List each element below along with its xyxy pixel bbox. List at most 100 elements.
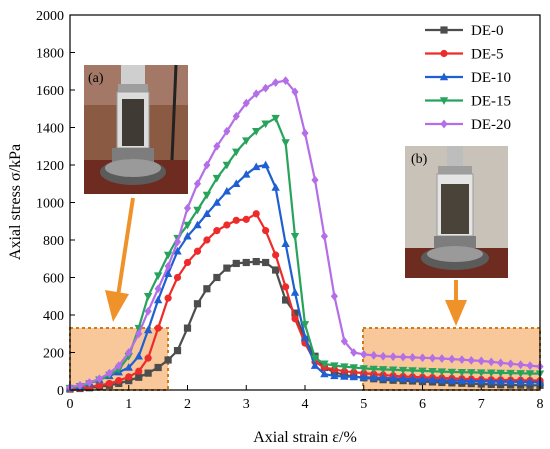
data-point-de-20: [320, 231, 328, 241]
data-point-de-15: [369, 365, 378, 374]
data-point-de-5: [164, 294, 172, 302]
data-point-de-15: [271, 114, 280, 123]
data-point-de-15: [163, 251, 173, 260]
data-point-de-5: [262, 227, 270, 235]
inset-b-loading-ram: [447, 146, 463, 168]
data-point-de-20: [379, 351, 387, 361]
x-tick-label: 0: [67, 397, 74, 412]
data-point-de-10: [506, 377, 515, 385]
data-point-de-15: [261, 120, 270, 129]
data-point-de-10: [447, 376, 457, 384]
data-point-de-10: [193, 220, 202, 229]
callout-arrows: [105, 197, 467, 326]
data-point-de-5: [105, 379, 113, 388]
data-point-de-15: [143, 293, 153, 301]
legend-label-de-15: DE-15: [471, 94, 511, 110]
data-point-de-20: [135, 329, 143, 339]
inset-a-label: (a): [88, 71, 104, 86]
data-point-de-15: [300, 321, 310, 329]
data-point-de-0: [232, 259, 240, 268]
x-tick-label: 8: [537, 397, 544, 412]
data-point-de-15: [320, 360, 329, 369]
data-point-de-0: [282, 296, 290, 304]
series-de-10: [65, 160, 545, 392]
y-tick-label: 1400: [36, 122, 64, 137]
data-point-de-20: [458, 355, 466, 365]
arrow-a-head: [105, 290, 129, 322]
data-point-de-10: [242, 169, 251, 178]
data-point-de-5: [272, 251, 280, 259]
data-point-de-0: [203, 285, 211, 293]
data-point-de-15: [516, 370, 525, 378]
data-point-de-15: [242, 137, 251, 146]
data-point-de-5: [125, 373, 133, 381]
data-point-de-20: [85, 378, 93, 387]
data-point-de-20: [232, 111, 240, 121]
data-point-de-20: [497, 358, 505, 368]
data-point-de-20: [399, 352, 407, 362]
data-point-de-15: [232, 148, 241, 157]
inset-b-label: (b): [411, 152, 428, 167]
data-point-de-20: [408, 352, 417, 362]
data-point-de-20: [517, 360, 525, 370]
data-point-de-5: [193, 247, 202, 255]
data-point-de-0: [125, 377, 133, 385]
data-point-de-10: [369, 373, 378, 381]
y-tick-label: 1000: [36, 197, 64, 212]
data-point-de-5: [183, 258, 192, 267]
data-point-de-10: [408, 374, 417, 383]
data-point-de-10: [252, 162, 261, 171]
data-point-de-5: [95, 381, 103, 389]
x-tick-label: 6: [419, 397, 426, 412]
data-point-de-10: [320, 369, 329, 378]
data-point-de-10: [222, 186, 232, 195]
legend-item-de-10: DE-10: [425, 70, 511, 86]
y-tick-label: 0: [57, 384, 64, 399]
legend-marker-de-0: [440, 26, 448, 34]
data-point-de-20: [360, 349, 368, 359]
data-point-de-10: [143, 325, 153, 334]
legend: DE-0 DE-5 DE-10 DE-15 DE-20: [425, 23, 511, 133]
data-point-de-5: [144, 354, 152, 362]
data-point-de-15: [428, 368, 437, 376]
data-point-de-15: [222, 161, 232, 170]
data-point-de-10: [134, 351, 143, 360]
legend-label-de-5: DE-5: [471, 47, 504, 63]
data-point-de-5: [115, 377, 123, 385]
data-point-de-20: [125, 348, 133, 357]
data-point-de-0: [164, 356, 172, 364]
arrow-a-shaft: [116, 197, 135, 297]
x-tick-label: 2: [184, 397, 191, 412]
data-point-de-10: [212, 198, 222, 206]
data-point-de-5: [350, 368, 358, 376]
data-point-de-10: [124, 363, 133, 371]
data-point-de-15: [349, 364, 358, 372]
x-tick-label: 7: [478, 397, 485, 412]
data-point-de-15: [477, 369, 486, 377]
series-layer: [65, 76, 545, 393]
data-point-de-10: [428, 375, 437, 384]
x-tick-label: 1: [125, 397, 132, 412]
data-point-de-10: [525, 377, 535, 386]
data-point-de-10: [173, 246, 182, 255]
data-point-de-10: [487, 376, 496, 385]
data-point-de-15: [525, 370, 535, 378]
data-point-de-5: [291, 315, 299, 323]
inset-photo-a: (a): [84, 64, 188, 194]
legend-marker-de-10: [439, 72, 449, 81]
data-point-de-10: [359, 372, 368, 381]
legend-item-de-15: DE-15: [425, 94, 511, 110]
data-point-de-10: [271, 183, 280, 191]
data-point-de-0: [173, 347, 182, 355]
data-point-de-10: [437, 375, 447, 384]
data-point-de-20: [330, 291, 338, 301]
data-point-de-10: [310, 361, 320, 369]
legend-marker-de-20: [440, 119, 448, 129]
legend-item-de-0: DE-0: [425, 23, 504, 39]
data-point-de-20: [203, 160, 211, 170]
data-point-de-10: [388, 373, 398, 382]
data-point-de-5: [223, 221, 231, 229]
data-point-de-20: [418, 353, 427, 363]
data-point-de-5: [232, 216, 240, 224]
data-point-de-0: [242, 258, 250, 267]
